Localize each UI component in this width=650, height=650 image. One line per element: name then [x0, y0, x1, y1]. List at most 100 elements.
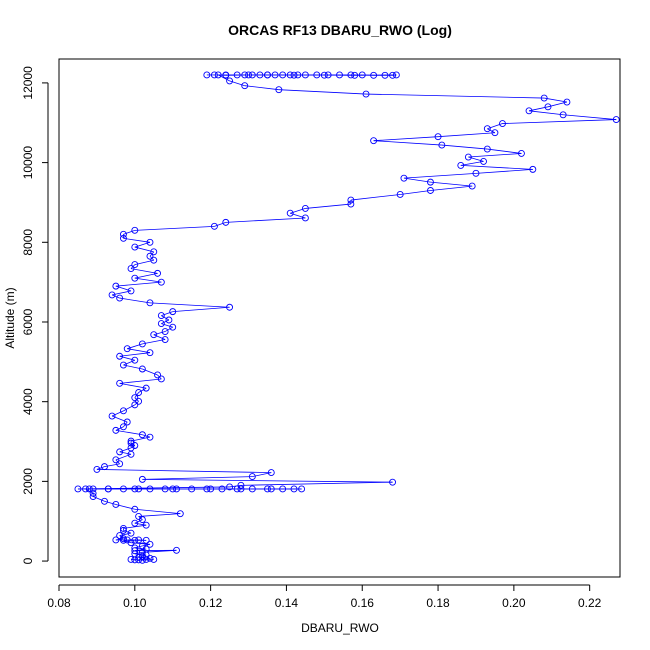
data-point [112, 426, 120, 434]
y-tick-label: 12000 [21, 66, 35, 100]
series-segment [119, 378, 162, 384]
series-segment [460, 161, 484, 166]
series-segment [161, 323, 173, 328]
y-axis: 0 2000 4000 6000 8000 10000 12000 [21, 66, 49, 564]
series-segment [225, 217, 306, 223]
data-point [138, 365, 146, 373]
data-point [142, 556, 150, 563]
data-point [279, 485, 287, 493]
data-point [93, 465, 101, 473]
data-point [150, 556, 158, 563]
series-segment [373, 136, 439, 142]
data-point [112, 536, 120, 544]
data-point [150, 331, 158, 339]
series-segment [115, 453, 132, 461]
y-tick-label: 10000 [21, 146, 35, 180]
data-point [214, 71, 222, 79]
series-segment [104, 500, 116, 505]
data-point [116, 294, 124, 302]
data-point [559, 111, 567, 119]
series-segment [460, 164, 533, 170]
data-point [135, 397, 143, 405]
data-point [336, 71, 343, 79]
series-segment [134, 277, 162, 283]
data-point [101, 463, 108, 471]
data-point [119, 536, 127, 544]
data-point [203, 71, 211, 79]
data-point [146, 540, 154, 548]
series-segment [403, 172, 476, 179]
data-point [138, 556, 146, 564]
data-point [210, 71, 218, 79]
series-segment [142, 543, 151, 547]
series-segment [214, 221, 226, 227]
x-tick-label: 0.22 [578, 596, 602, 610]
data-point [279, 71, 287, 79]
data-point [127, 450, 135, 458]
series-segment [142, 368, 158, 376]
data-point [271, 71, 279, 79]
data-point [540, 94, 548, 102]
data-point [203, 485, 211, 493]
x-tick-label: 0.18 [426, 596, 450, 610]
x-tick-label: 0.12 [199, 596, 223, 610]
series-segment [438, 132, 495, 138]
data-point [264, 71, 271, 79]
x-tick-label: 0.16 [351, 596, 375, 610]
series-segment [278, 89, 367, 95]
series-segment [161, 319, 170, 324]
data-point [241, 71, 249, 79]
data-point [131, 519, 139, 527]
series-segment [123, 404, 135, 412]
data-point [119, 485, 127, 493]
series-segment [119, 535, 124, 540]
data-series [74, 71, 620, 564]
data-point [146, 349, 154, 357]
data-point [161, 328, 169, 335]
series-segment [400, 190, 431, 195]
data-point [275, 86, 283, 94]
data-point [127, 287, 135, 295]
data-point [256, 71, 264, 79]
series-segment [123, 524, 147, 529]
data-point [119, 407, 127, 415]
data-point [74, 485, 82, 493]
data-point [169, 308, 177, 316]
series-segment [430, 185, 473, 191]
data-point [392, 71, 400, 79]
data-point [226, 303, 234, 311]
series-segment [142, 559, 154, 561]
plot-area-border [58, 58, 621, 578]
data-point [146, 554, 154, 562]
data-point [222, 71, 230, 79]
data-point [301, 204, 309, 212]
data-point [135, 556, 143, 564]
data-point [248, 71, 256, 79]
series-segment [153, 331, 166, 336]
data-point [127, 529, 135, 537]
series-segment [115, 281, 162, 287]
data-point [131, 226, 139, 234]
data-point [116, 379, 124, 387]
data-point [233, 71, 241, 79]
data-point [226, 483, 234, 491]
data-point [237, 481, 245, 489]
data-point [290, 485, 298, 493]
series-segment [134, 397, 139, 402]
data-point [427, 178, 434, 186]
series-segment [528, 110, 564, 116]
data-point [529, 165, 537, 173]
data-point [237, 485, 245, 493]
data-point [157, 312, 165, 320]
data-point [362, 90, 370, 98]
data-point [358, 71, 366, 79]
y-tick-label: 2000 [21, 468, 35, 495]
data-point [301, 214, 309, 222]
data-point [101, 497, 108, 505]
data-point [544, 103, 552, 111]
data-point [146, 299, 154, 307]
data-point [142, 521, 150, 529]
data-point [464, 153, 472, 161]
data-point [563, 98, 571, 106]
data-point [381, 71, 389, 79]
